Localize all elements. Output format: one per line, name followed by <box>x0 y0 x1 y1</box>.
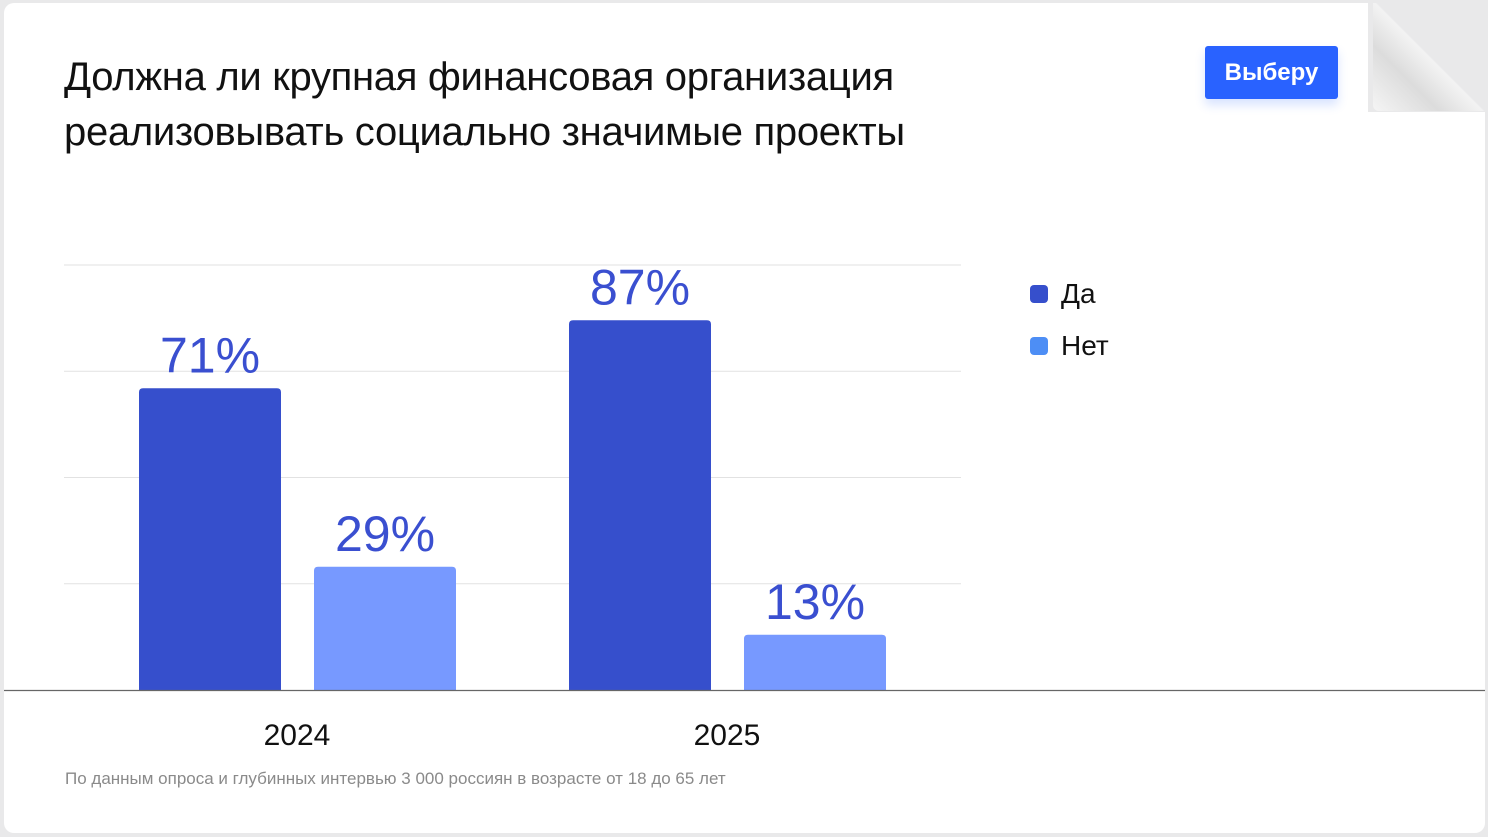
legend-swatch-no <box>1030 337 1048 355</box>
bar-yes-2024 <box>139 388 281 690</box>
x-tick-label: 2024 <box>264 719 331 752</box>
data-label: 29% <box>335 506 435 562</box>
legend: Да Нет <box>1030 268 1109 372</box>
page-curl-icon <box>1373 3 1485 111</box>
chart-title: Должна ли крупная финансовая организация… <box>64 50 905 160</box>
bar-yes-2025 <box>569 320 711 690</box>
footnote: По данным опроса и глубинных интервью 3 … <box>65 769 726 788</box>
data-label: 71% <box>160 327 260 383</box>
legend-label-no: Нет <box>1061 330 1109 361</box>
title-line-1: Должна ли крупная финансовая организация <box>64 55 894 99</box>
x-tick-label: 2025 <box>694 719 761 752</box>
legend-swatch-yes <box>1030 285 1048 303</box>
brand-logo[interactable]: Выберу <box>1205 46 1338 99</box>
legend-item-no: Нет <box>1030 320 1109 372</box>
data-label: 13% <box>765 574 865 630</box>
bar-no-2025 <box>744 634 886 690</box>
data-label: 87% <box>590 259 690 315</box>
bar-no-2024 <box>314 566 456 690</box>
legend-item-yes: Да <box>1030 268 1109 320</box>
legend-label-yes: Да <box>1061 278 1096 309</box>
title-line-2: реализовывать социально значимые проекты <box>64 110 905 154</box>
